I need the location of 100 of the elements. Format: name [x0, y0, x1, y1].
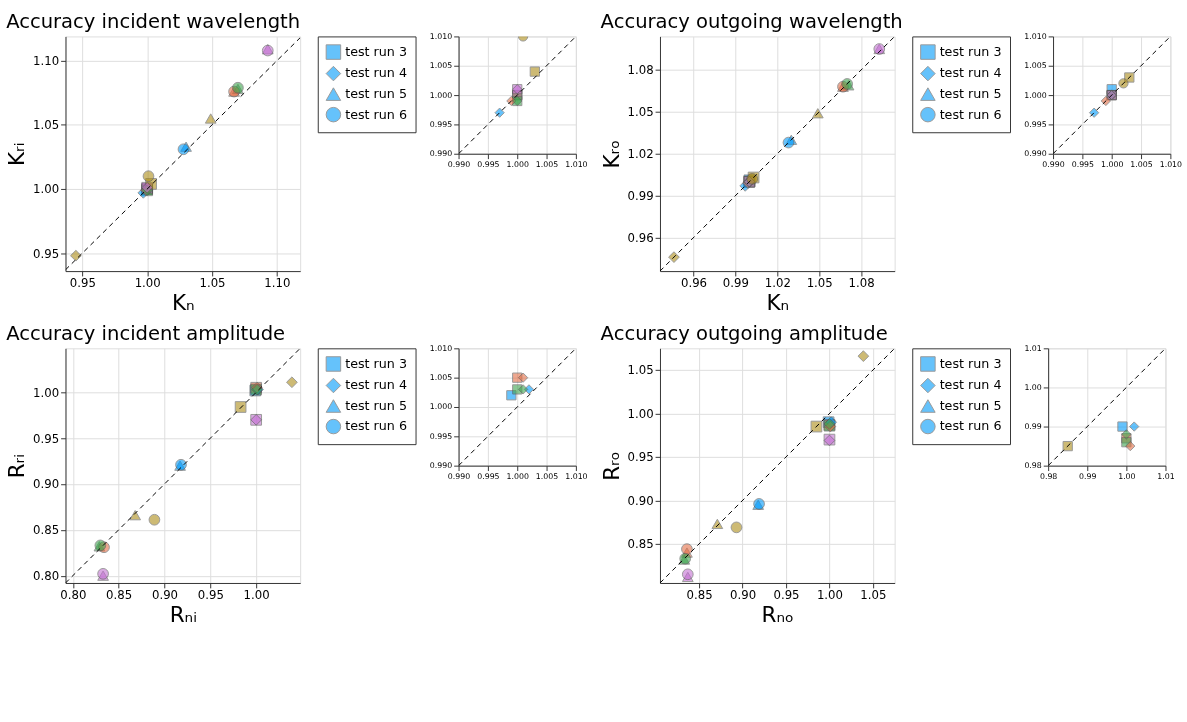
x-tick-label: 0.990 — [447, 471, 471, 481]
chart-title: Accuracy incident wavelength — [6, 10, 301, 34]
x-tick-label: 0.90 — [151, 588, 179, 603]
legend-label: test run 3 — [345, 43, 408, 59]
y-tick-label: 0.995 — [429, 119, 453, 129]
y-tick-label: 1.00 — [33, 182, 60, 197]
x-tick-label: 0.995 — [477, 159, 500, 169]
y-tick-label: 0.95 — [33, 431, 60, 446]
x-tick-label: 1.010 — [1159, 159, 1183, 169]
x-tick-label: 0.95 — [773, 588, 800, 603]
x-tick-label: 1.000 — [506, 471, 529, 481]
chart-title: Accuracy outgoing amplitude — [600, 322, 888, 346]
x-tick-label: 0.95 — [197, 588, 224, 603]
x-axis-title: Kₙ — [171, 289, 195, 315]
y-tick-label: 1.010 — [1024, 31, 1047, 41]
legend-label: test run 6 — [939, 418, 1002, 434]
y-tick-label: 0.98 — [1024, 461, 1042, 471]
x-tick-label: 0.990 — [447, 159, 471, 169]
x-tick-label: 1.00 — [134, 276, 161, 291]
legend-label: test run 6 — [939, 106, 1002, 122]
y-tick-label: 1.00 — [1024, 382, 1042, 392]
x-tick-label: 0.99 — [1079, 471, 1097, 481]
y-tick-label: 1.005 — [429, 373, 453, 383]
y-tick-label: 0.99 — [627, 189, 654, 204]
y-tick-label: 1.010 — [429, 31, 453, 41]
y-tick-label: 1.005 — [429, 61, 453, 71]
legend-label: test run 5 — [345, 397, 408, 413]
x-tick-label: 1.005 — [535, 471, 559, 481]
legend-label: test run 5 — [939, 397, 1002, 413]
x-tick-label: 0.96 — [680, 276, 708, 291]
x-tick-label: 0.95 — [69, 276, 96, 291]
x-tick-label: 1.005 — [535, 159, 559, 169]
chart-title: Accuracy incident amplitude — [6, 322, 286, 346]
x-tick-label: 0.995 — [1071, 159, 1095, 169]
y-axis-title: Rᵣᵢ — [4, 453, 30, 479]
x-tick-label: 1.00 — [1118, 471, 1136, 481]
x-tick-label: 0.80 — [60, 588, 87, 603]
x-tick-label: 1.05 — [199, 276, 226, 291]
legend-label: test run 3 — [939, 355, 1002, 371]
x-tick-label: 1.02 — [764, 276, 791, 291]
y-tick-label: 0.80 — [33, 569, 60, 584]
y-tick-label: 0.95 — [627, 450, 654, 465]
legend-label: test run 3 — [939, 43, 1002, 59]
x-tick-label: 1.010 — [565, 471, 588, 481]
x-tick-label: 0.90 — [730, 588, 757, 603]
y-tick-label: 1.010 — [429, 343, 453, 353]
y-tick-label: 1.05 — [33, 118, 60, 133]
x-tick-label: 1.005 — [1130, 159, 1153, 169]
y-tick-label: 0.90 — [627, 493, 654, 508]
x-axis-title: Kₙ — [766, 289, 790, 315]
y-tick-label: 0.995 — [1024, 119, 1047, 129]
x-tick-label: 0.85 — [686, 588, 713, 603]
x-tick-label: 1.00 — [243, 588, 270, 603]
y-tick-label: 0.990 — [1024, 149, 1047, 159]
y-tick-label: 1.000 — [429, 402, 453, 412]
x-tick-label: 0.995 — [477, 471, 500, 481]
x-tick-label: 1.05 — [806, 276, 833, 291]
y-tick-label: 0.990 — [429, 461, 453, 471]
y-tick-label: 1.005 — [1024, 61, 1047, 71]
x-tick-label: 1.08 — [848, 276, 875, 291]
legend-label: test run 4 — [939, 65, 1002, 81]
x-tick-label: 0.98 — [1039, 471, 1058, 481]
x-tick-label: 1.01 — [1157, 471, 1175, 481]
legend-label: test run 4 — [939, 377, 1002, 393]
y-tick-label: 0.85 — [33, 523, 60, 538]
y-axis-title: Kᵣᵢ — [4, 142, 30, 167]
x-tick-label: 1.000 — [1101, 159, 1124, 169]
y-tick-label: 1.05 — [627, 105, 654, 120]
legend-label: test run 6 — [345, 418, 408, 434]
y-tick-label: 1.05 — [627, 363, 654, 378]
y-tick-label: 1.01 — [1024, 343, 1042, 353]
y-tick-label: 1.08 — [627, 63, 654, 78]
x-tick-label: 1.10 — [264, 276, 291, 291]
y-tick-label: 0.995 — [429, 431, 453, 441]
legend-label: test run 5 — [939, 86, 1002, 102]
y-tick-label: 0.85 — [627, 537, 654, 552]
y-tick-label: 1.00 — [33, 385, 60, 400]
y-axis-title: Rᵣₒ — [598, 451, 624, 481]
y-tick-label: 1.00 — [627, 406, 654, 421]
legend-label: test run 4 — [345, 377, 408, 393]
y-tick-label: 0.99 — [1024, 422, 1042, 431]
y-tick-label: 1.10 — [33, 54, 60, 69]
x-tick-label: 1.000 — [506, 159, 529, 169]
x-tick-label: 1.010 — [565, 159, 588, 169]
y-tick-label: 0.96 — [627, 230, 654, 245]
x-tick-label: 1.05 — [860, 588, 887, 603]
y-tick-label: 0.990 — [429, 149, 453, 159]
legend-label: test run 5 — [345, 86, 408, 102]
x-tick-label: 0.99 — [722, 276, 749, 291]
y-tick-label: 1.000 — [429, 90, 453, 100]
x-axis-title: Rₙᵢ — [169, 601, 198, 627]
x-tick-label: 0.85 — [106, 588, 133, 603]
chart-title: Accuracy outgoing wavelength — [600, 10, 903, 34]
legend-label: test run 4 — [345, 65, 408, 81]
point — [529, 66, 540, 77]
y-tick-label: 0.95 — [33, 246, 60, 261]
y-axis-title: Kᵣₒ — [598, 139, 624, 169]
x-tick-label: 1.00 — [816, 588, 843, 603]
x-tick-label: 0.990 — [1042, 159, 1065, 169]
y-tick-label: 1.000 — [1024, 90, 1047, 100]
